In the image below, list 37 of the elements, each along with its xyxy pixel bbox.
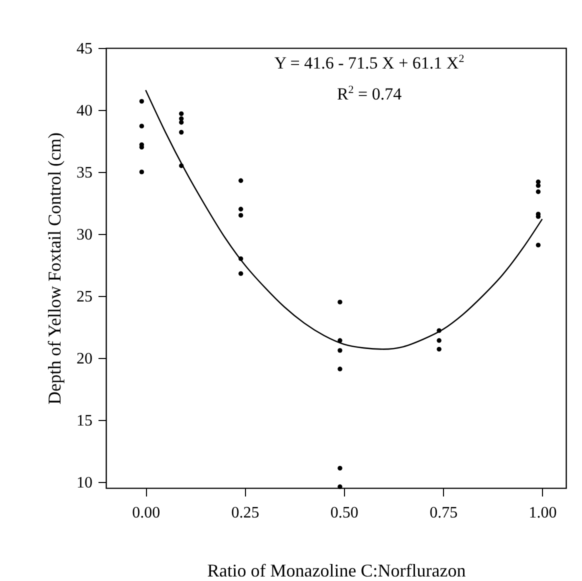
y-tick-label: 10 — [76, 474, 92, 492]
y-tick-label: 45 — [76, 40, 92, 58]
point — [238, 206, 244, 212]
point — [338, 300, 342, 304]
point — [436, 346, 442, 352]
y-tick-label: 15 — [76, 412, 92, 430]
x-axis-title: Ratio of Monazoline C:Norflurazon — [207, 560, 466, 580]
point — [338, 466, 342, 471]
point — [436, 338, 442, 343]
point — [536, 242, 541, 248]
point — [238, 212, 244, 218]
point — [139, 124, 144, 128]
point — [179, 120, 184, 125]
y-tick-label: 35 — [76, 164, 92, 182]
point — [338, 484, 342, 490]
point — [238, 271, 244, 276]
annotation: Y = 41.6 - 71.5 X + 61.1 X$^{2}$ — [274, 52, 464, 72]
point — [338, 366, 342, 372]
x-tick-label: 0.25 — [231, 504, 260, 522]
point — [179, 111, 184, 116]
point — [338, 348, 342, 353]
x-tick-label: 1.00 — [528, 504, 557, 522]
y-tick-label: 40 — [76, 102, 92, 120]
x-tick-label: 0.75 — [430, 504, 458, 522]
point — [536, 183, 541, 188]
x-tick-label: 0.50 — [330, 504, 358, 522]
point — [179, 130, 184, 135]
point — [139, 98, 144, 104]
y-axis-title: Depth of Yellow Foxtail Control (cm) — [44, 132, 64, 404]
point — [536, 189, 541, 194]
y-tick-label: 30 — [76, 226, 92, 244]
point — [139, 170, 144, 174]
y-tick-label: 20 — [76, 350, 92, 368]
annotation: R$^{2}$ = 0.74 — [336, 84, 402, 104]
x-tick-label: 0.00 — [132, 504, 160, 522]
y-tick-label: 25 — [76, 288, 92, 306]
point — [238, 178, 244, 183]
